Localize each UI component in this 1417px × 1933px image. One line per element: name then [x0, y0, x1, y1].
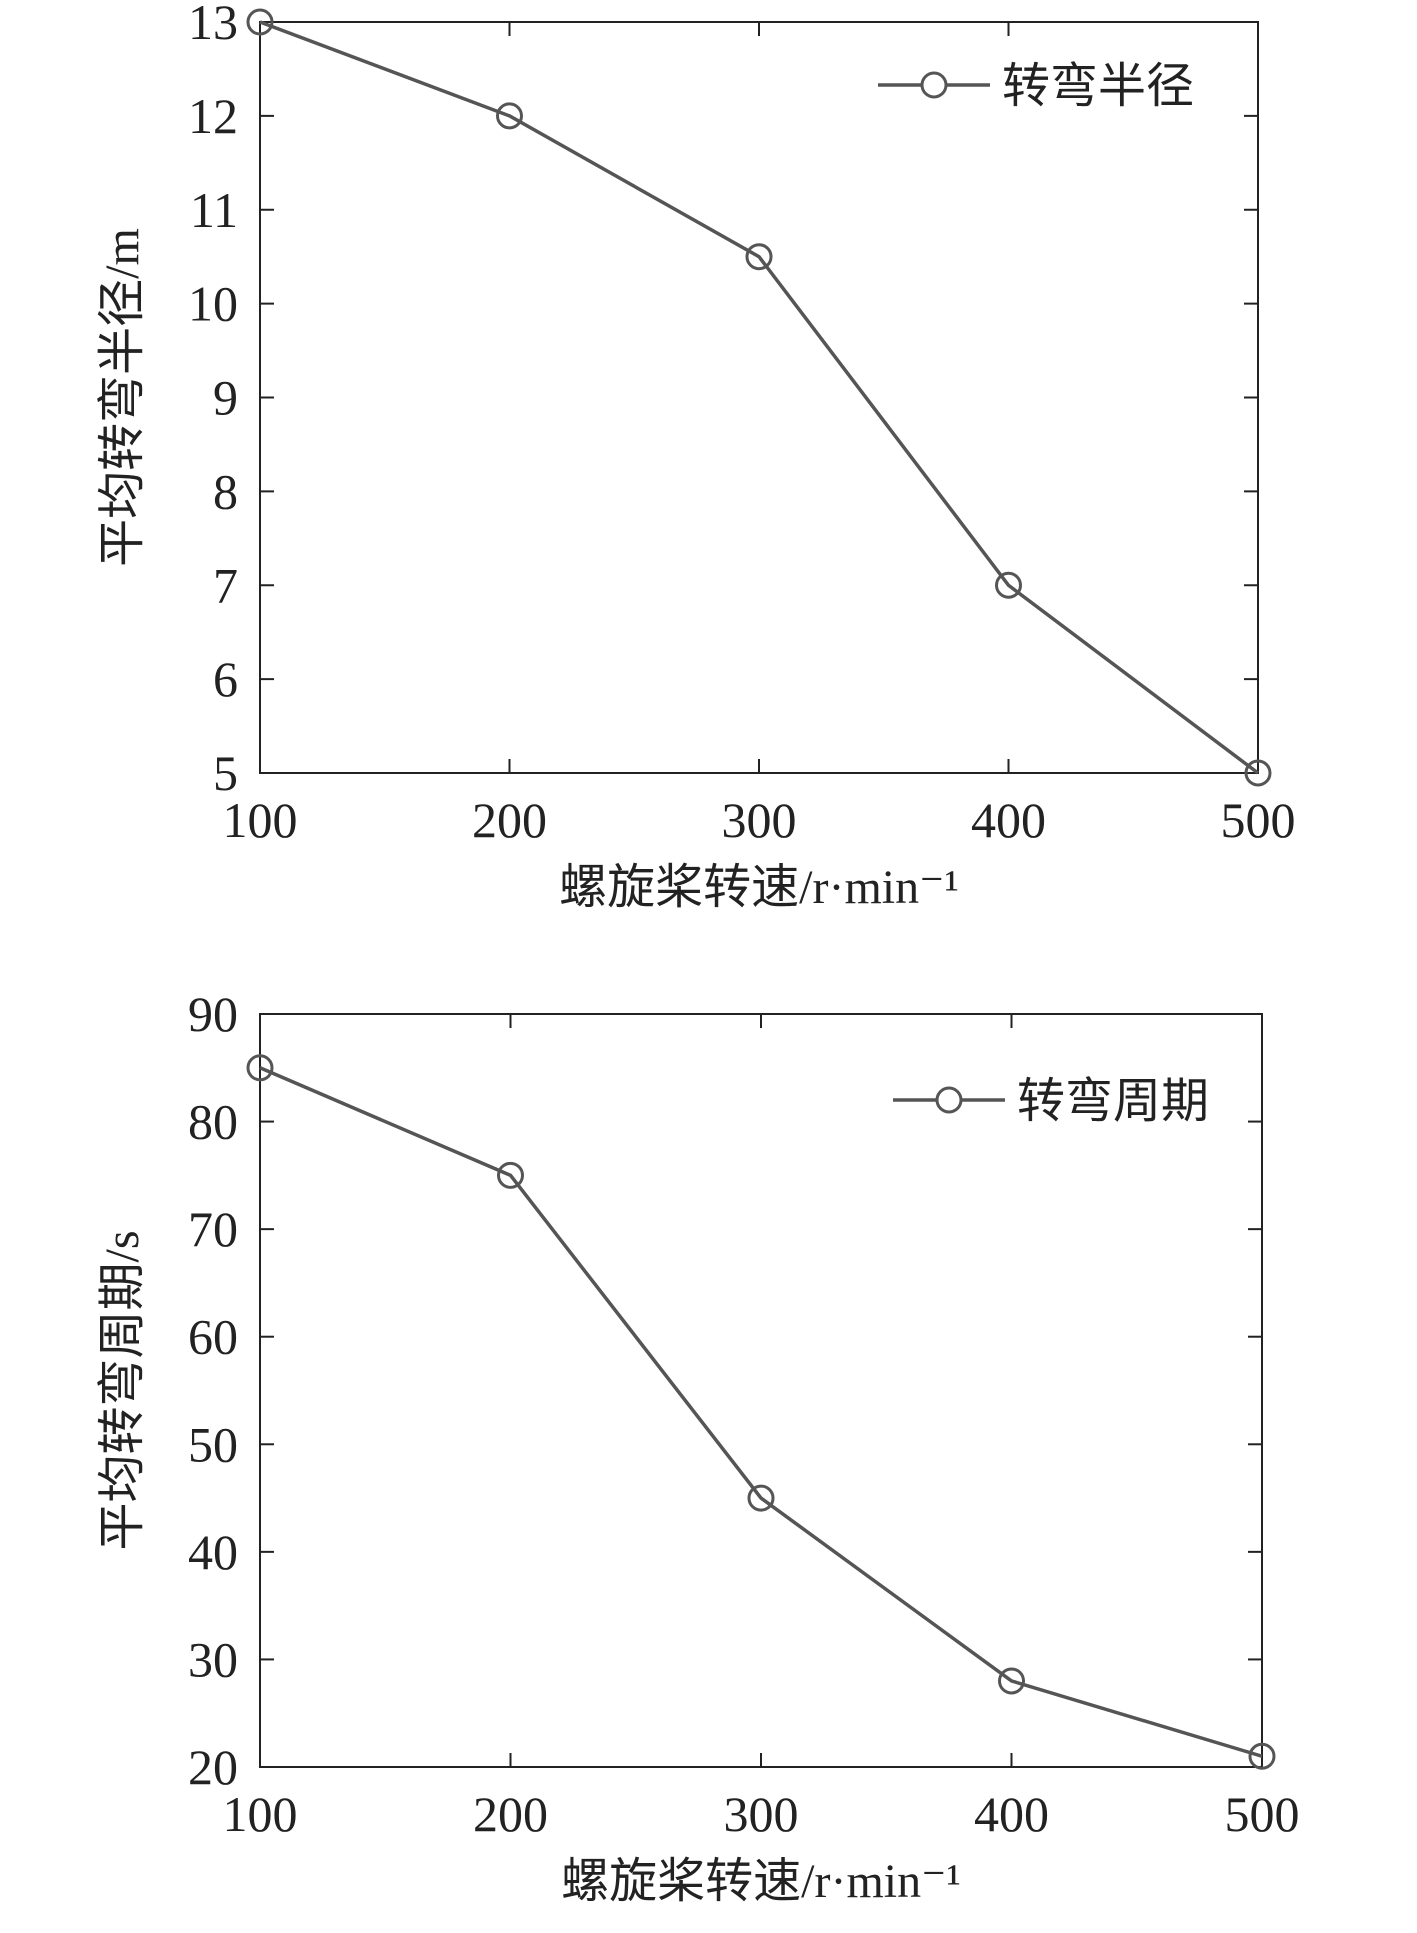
y-tick-label: 50	[188, 1416, 238, 1472]
y-tick-label: 80	[188, 1094, 238, 1150]
y-tick-label: 6	[213, 651, 238, 707]
x-axis-title: 螺旋桨转速/r·min⁻¹	[561, 1855, 961, 1908]
y-tick-label: 8	[213, 463, 238, 519]
y-tick-label: 12	[188, 88, 238, 144]
x-tick-label: 300	[724, 1786, 799, 1842]
series-line	[259, 20, 1260, 775]
x-tick-label: 300	[722, 792, 797, 848]
legend-label: 转弯周期	[1017, 1075, 1209, 1128]
data-point	[1244, 759, 1272, 787]
y-tick-label: 5	[213, 745, 238, 801]
y-tick-label: 20	[188, 1739, 238, 1795]
data-point	[998, 1667, 1025, 1695]
x-tick-label: 200	[473, 1786, 548, 1842]
series-line	[259, 1066, 1263, 1758]
y-tick-label: 60	[188, 1309, 238, 1365]
data-point	[246, 8, 274, 36]
x-tick-label: 500	[1221, 792, 1296, 848]
legend-marker	[935, 1086, 963, 1114]
chart-panel-1: 100 200 300 400 500 5 6 7 8 9 10 11 12 13 螺旋桨转速/r·min⁻…	[96, 0, 1296, 914]
data-point	[745, 243, 773, 271]
data-point	[497, 1161, 524, 1189]
y-axis-title: 平均转弯半径/m	[96, 228, 149, 567]
y-tick-label: 13	[188, 0, 238, 50]
data-point	[995, 571, 1022, 599]
x-tick-label: 400	[974, 1786, 1049, 1842]
data-point	[246, 1054, 274, 1082]
y-tick-label: 30	[188, 1631, 238, 1687]
legend-label: 转弯半径	[1002, 60, 1194, 113]
x-tick-label: 500	[1225, 1786, 1300, 1842]
data-point	[496, 102, 523, 130]
y-tick-label: 90	[188, 986, 238, 1042]
x-tick-label: 200	[472, 792, 547, 848]
y-tick-label: 70	[188, 1201, 238, 1257]
x-tick-label: 400	[971, 792, 1046, 848]
data-point	[1248, 1742, 1276, 1770]
chart-panel-2: 100 200 300 400 500 20 30 40 50 60 70 80 90 螺旋桨转速/r·m…	[96, 986, 1300, 1908]
x-tick-label: 100	[223, 1786, 298, 1842]
x-axis-title: 螺旋桨转速/r·min⁻¹	[559, 861, 959, 914]
y-tick-label: 9	[213, 370, 238, 426]
y-tick-label: 7	[213, 557, 238, 613]
y-tick-label: 40	[188, 1524, 238, 1580]
y-tick-label: 11	[190, 182, 238, 238]
legend-marker	[920, 71, 948, 99]
y-axis-title: 平均转弯周期/s	[96, 1230, 149, 1550]
x-tick-label: 100	[223, 792, 298, 848]
data-point	[747, 1484, 775, 1512]
y-tick-label: 10	[188, 276, 238, 332]
